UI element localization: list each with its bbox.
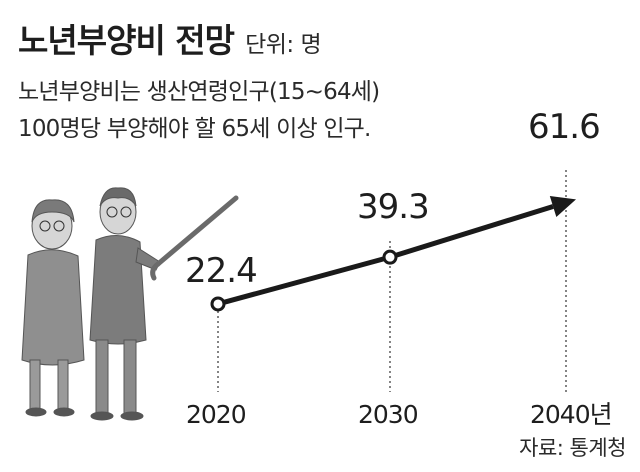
- tick-label-2020: 2020: [186, 400, 246, 429]
- line-segment-2020-2030: [217, 254, 391, 307]
- chart-title: 노년부양비 전망: [18, 21, 235, 60]
- unit-label: 단위: 명: [245, 32, 322, 58]
- line-segment-2030-2040: [389, 204, 554, 260]
- value-label-2040: 61.6: [528, 107, 600, 147]
- data-point-2030: [382, 249, 398, 265]
- arrow-head: [549, 195, 576, 217]
- description-line-2: 100명당 부양해야 할 65세 이상 인구.: [18, 116, 371, 142]
- value-label-2020: 22.4: [185, 251, 257, 291]
- value-label-2030: 39.3: [357, 187, 429, 227]
- tick-label-2040: 2040년: [530, 400, 612, 429]
- tick-label-2030: 2030: [358, 400, 418, 429]
- title-row: 노년부양비 전망 단위: 명: [18, 14, 322, 62]
- description-line-1: 노년부양비는 생산연령인구(15∼64세): [18, 79, 380, 105]
- elderly-couple-illustration: [21, 187, 239, 421]
- data-point-2020: [210, 296, 226, 312]
- source-label: 자료: 통계청: [519, 436, 626, 460]
